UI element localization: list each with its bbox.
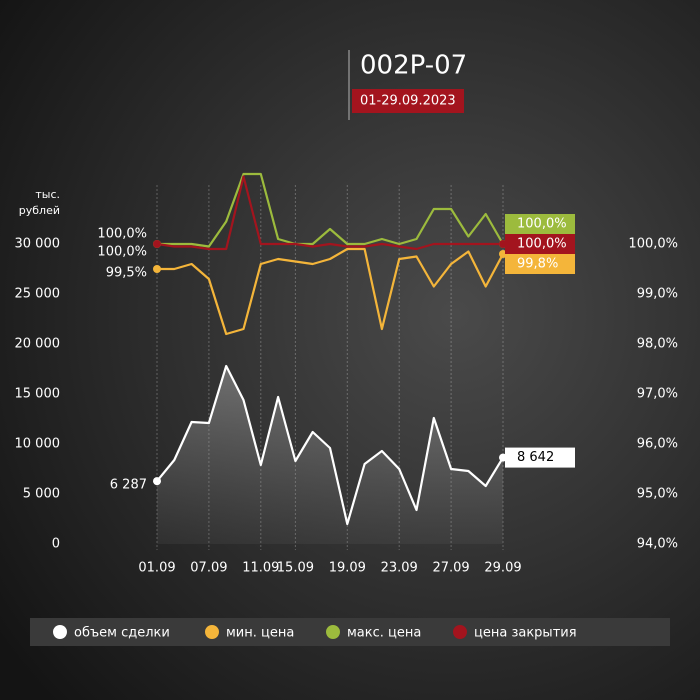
subtitle-badge (352, 89, 464, 113)
y-tick-label: 0 (52, 537, 60, 552)
y-tick-label: 15 000 (15, 387, 61, 402)
legend-swatch (53, 625, 67, 639)
value-label: 100,0% (97, 245, 147, 260)
value-label: 8 642 (517, 450, 554, 465)
x-tick-label: 15.09 (277, 561, 314, 576)
y-tick-label: 25 000 (15, 287, 61, 302)
legend-bg (30, 618, 670, 646)
y-tick-label: 5 000 (23, 487, 60, 502)
end-dot (153, 265, 161, 273)
y-axis-label: тыс. (35, 188, 60, 201)
value-label: 6 287 (110, 478, 147, 493)
legend-swatch (453, 625, 467, 639)
x-tick-label: 07.09 (190, 561, 227, 576)
legend-label: цена закрытия (474, 626, 577, 641)
value-label: 99,8% (517, 257, 558, 272)
x-tick-label: 27.09 (432, 561, 469, 576)
value-label: 99,5% (106, 266, 147, 281)
legend-label: мин. цена (226, 626, 294, 641)
y2-tick-label: 98,0% (637, 337, 678, 352)
series-line (156, 175, 503, 251)
y2-tick-label: 96,0% (637, 437, 678, 452)
y-axis-label: рублей (19, 204, 60, 217)
value-label-box (505, 447, 575, 468)
end-dot (153, 477, 161, 486)
series-line (156, 364, 504, 526)
series-line (157, 172, 504, 248)
value-label: 100,0% (97, 227, 147, 242)
legend-label: макс. цена (347, 626, 421, 641)
y2-tick-label: 94,0% (637, 537, 678, 552)
legend-label: объем сделки (74, 626, 170, 641)
value-label-box (505, 214, 575, 234)
value-label-box (505, 234, 575, 254)
y2-tick-label: 97,0% (637, 387, 678, 402)
y-tick-label: 10 000 (15, 437, 61, 452)
value-label: 100,0% (517, 217, 567, 232)
x-tick-label: 11.09 (242, 561, 279, 576)
y2-tick-label: 95,0% (637, 487, 678, 502)
area (157, 366, 503, 544)
x-tick-label: 29.09 (484, 561, 521, 576)
legend-swatch (326, 625, 340, 639)
value-label: 100,0% (517, 237, 567, 252)
chart-subtitle: 01-29.09.2023 (360, 94, 456, 109)
x-tick-label: 01.09 (138, 561, 175, 576)
y2-tick-label: 100,0% (628, 237, 678, 252)
y-tick-label: 20 000 (15, 337, 61, 352)
x-tick-label: 23.09 (381, 561, 418, 576)
end-dot (153, 240, 161, 248)
series-line (157, 247, 504, 336)
y-tick-label: 30 000 (15, 237, 61, 252)
y2-tick-label: 99,0% (637, 287, 678, 302)
value-label-box (505, 254, 575, 274)
legend-swatch (205, 625, 219, 639)
x-tick-label: 19.09 (329, 561, 366, 576)
chart-title: 002P-07 (360, 51, 467, 81)
